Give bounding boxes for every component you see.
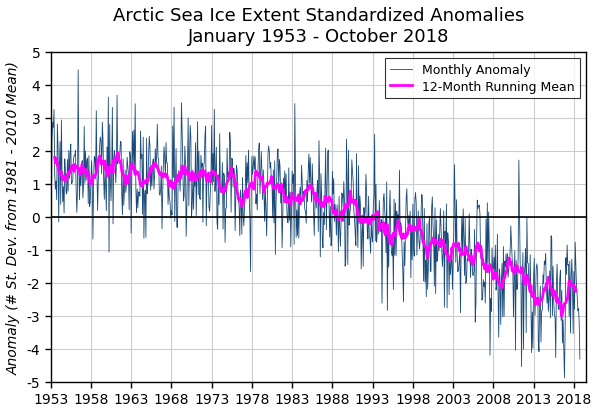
12-Month Running Mean bbox=[560, 308, 567, 313]
12-Month Running Mean bbox=[487, 263, 494, 268]
Monthly Anomaly bbox=[359, 218, 366, 223]
Monthly Anomaly bbox=[561, 375, 568, 380]
12-Month Running Mean bbox=[545, 280, 553, 285]
Line: Monthly Anomaly: Monthly Anomaly bbox=[50, 71, 580, 378]
Monthly Anomaly bbox=[560, 346, 568, 351]
Monthly Anomaly bbox=[106, 250, 113, 255]
12-Month Running Mean bbox=[105, 173, 112, 178]
Y-axis label: Anomaly (# St. Dev. from 1981 - 2010 Mean): Anomaly (# St. Dev. from 1981 - 2010 Mea… bbox=[7, 61, 21, 374]
12-Month Running Mean bbox=[358, 220, 365, 225]
Monthly Anomaly bbox=[487, 297, 494, 301]
Legend: Monthly Anomaly, 12-Month Running Mean: Monthly Anomaly, 12-Month Running Mean bbox=[385, 59, 580, 99]
Title: Arctic Sea Ice Extent Standardized Anomalies
January 1953 - October 2018: Arctic Sea Ice Extent Standardized Anoma… bbox=[113, 7, 524, 45]
Monthly Anomaly bbox=[47, 161, 54, 166]
Monthly Anomaly bbox=[576, 357, 583, 362]
12-Month Running Mean bbox=[247, 183, 254, 188]
Monthly Anomaly bbox=[546, 269, 553, 274]
Monthly Anomaly bbox=[74, 68, 82, 73]
Monthly Anomaly bbox=[248, 191, 255, 196]
Line: 12-Month Running Mean: 12-Month Running Mean bbox=[55, 153, 576, 316]
